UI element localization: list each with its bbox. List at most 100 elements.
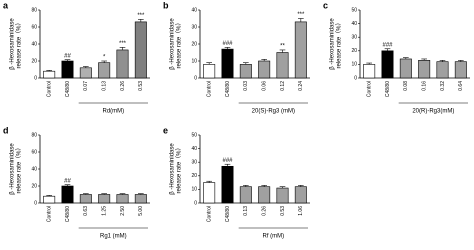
x-tick-label: 0.63 [83,206,89,216]
y-tick-label: 20 [31,58,37,64]
y-tick-label: 0 [194,75,197,81]
y-tick-label: 0 [34,75,37,81]
significance-label: ### [222,158,233,164]
significance-label: ### [382,42,393,48]
y-axis-title: release rate（%） [336,19,343,68]
x-tick-label: 0.08 [403,81,409,91]
significance-label: ## [64,53,71,59]
bar [436,61,449,79]
x-tick-label: C48/80 [65,81,71,97]
x-tick-label: Control [46,206,52,222]
y-tick-label: 30 [351,35,357,41]
significance-label: *** [297,12,305,18]
bar [98,62,111,79]
group-label: Rd(mM) [102,109,124,115]
bar [116,194,129,204]
bar [418,60,431,79]
y-tick-label: 80 [31,132,37,138]
bar [203,64,216,79]
y-tick-label: 20 [351,48,357,54]
y-tick-label: 30 [191,24,197,30]
x-tick-label: 1.25 [101,206,107,216]
x-tick-label: C48/80 [225,81,231,97]
y-tick-label: 40 [191,146,197,152]
bar [98,194,111,204]
bar [363,64,376,79]
y-tick-label: 0 [34,200,37,206]
x-tick-label: 0.53 [280,206,286,216]
y-axis-title: β -Hexosaminidase [170,18,176,70]
y-axis-title: release rate（%） [176,144,183,193]
panel-label: b [163,0,169,10]
bar [239,186,252,204]
x-tick-label: Control [206,206,212,222]
y-tick-label: 50 [191,132,197,138]
y-axis-title: β -Hexosaminidase [330,18,336,70]
y-axis-title: release rate（%） [16,144,23,193]
y-tick-label: 40 [31,166,37,172]
y-tick-label: 10 [191,187,197,193]
bar [79,194,92,204]
y-tick-label: 40 [31,41,37,47]
significance-label: *** [119,41,127,47]
significance-label: ## [64,178,71,184]
x-tick-label: 1.06 [298,206,304,216]
x-tick-label: 0.06 [261,81,267,91]
group-label: Rf (mM) [262,234,284,240]
bar [294,21,307,79]
x-tick-label: Control [366,81,372,97]
y-axis-title: release rate（%） [16,19,23,68]
y-tick-label: 40 [191,7,197,13]
bar [258,60,271,79]
y-tick-label: 40 [351,21,357,27]
bar [221,48,234,79]
x-tick-label: 0.03 [243,81,249,91]
group-label: 20(R)-Rg3(mM) [412,109,454,115]
y-axis-title: β -Hexosaminidase [170,143,176,195]
bar [134,194,147,204]
y-tick-label: 30 [191,160,197,166]
y-tick-label: 60 [31,149,37,155]
x-tick-label: 0.16 [421,81,427,91]
y-tick-label: 50 [351,7,357,13]
bar [221,165,234,204]
bar [79,67,92,79]
y-tick-label: 0 [354,75,357,81]
y-tick-label: 80 [31,7,37,13]
y-tick-label: 20 [31,183,37,189]
x-tick-label: 0.53 [138,81,144,91]
panel-label: e [163,125,168,135]
x-tick-label: C48/80 [65,206,71,222]
significance-label: * [103,55,106,61]
bar [61,60,74,79]
x-tick-label: 0.24 [298,81,304,91]
bar [381,50,394,79]
x-tick-label: 0.13 [243,206,249,216]
x-tick-label: 0.07 [83,81,89,91]
y-tick-label: 20 [191,173,197,179]
y-axis-title: release rate（%） [176,19,183,68]
significance-label: ** [280,44,285,50]
group-label: Rg1 (mM) [100,234,127,240]
bar [116,49,129,79]
panel-label: c [323,0,328,10]
x-tick-label: C48/80 [225,206,231,222]
x-tick-label: 5.00 [138,206,144,216]
y-tick-label: 20 [191,41,197,47]
group-label: 20(S)-Rg3 (mM) [252,109,295,115]
y-tick-label: 10 [351,62,357,68]
bar [294,186,307,204]
x-tick-label: Control [46,81,52,97]
bar [134,21,147,79]
panel-label: d [3,125,9,135]
bar [43,70,56,79]
y-axis-title: β -Hexosaminidase [10,143,16,195]
y-tick-label: 10 [191,58,197,64]
y-tick-label: 0 [194,200,197,206]
bar [43,195,56,204]
x-tick-label: 0.26 [261,206,267,216]
significance-label: *** [137,13,145,19]
x-tick-label: 0.12 [280,81,286,91]
significance-label: ### [222,41,233,47]
